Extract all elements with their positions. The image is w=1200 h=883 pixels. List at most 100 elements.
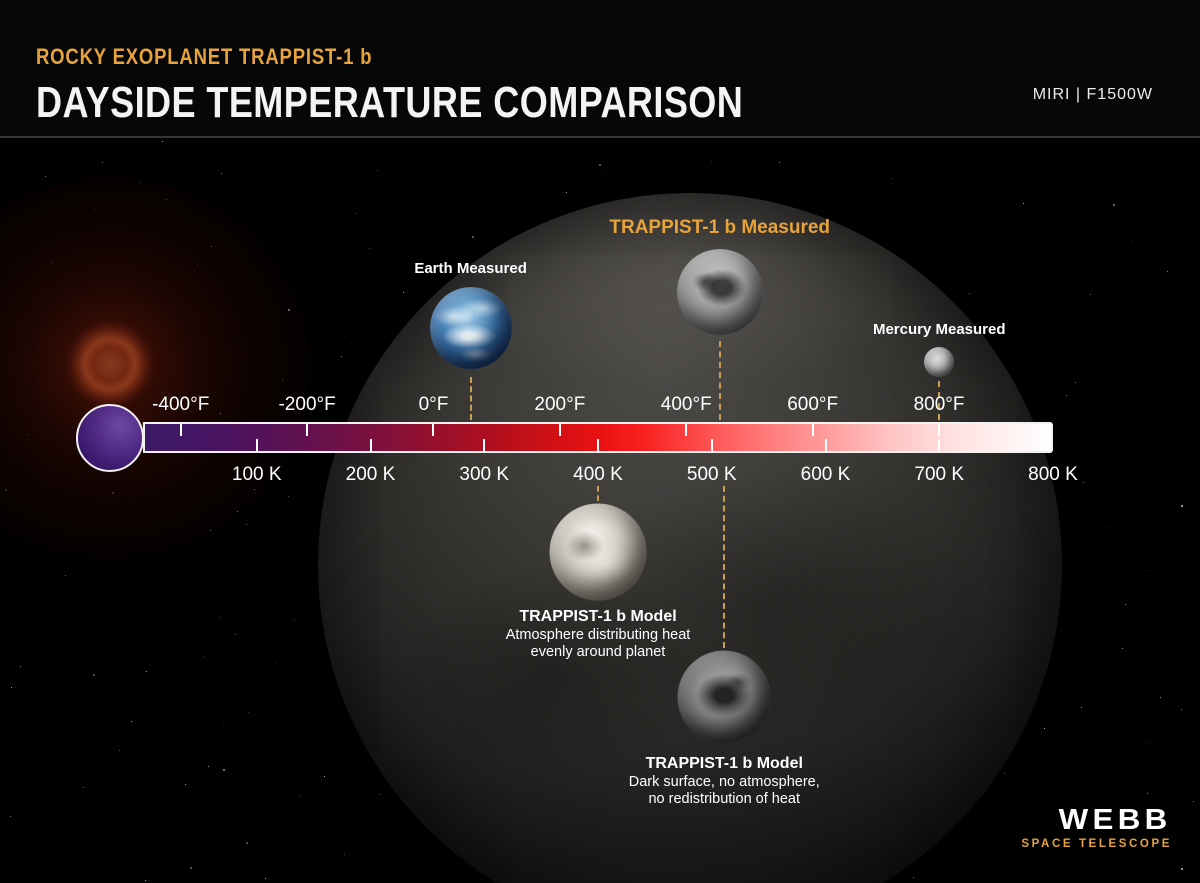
star-dot bbox=[1125, 604, 1127, 606]
earth-measured-text: Earth Measured bbox=[414, 260, 527, 277]
model-atmosphere-desc-2: evenly around planet bbox=[530, 644, 666, 660]
fahrenheit-tick bbox=[179, 424, 182, 436]
kelvin-tick bbox=[369, 439, 372, 451]
star-dot bbox=[44, 176, 46, 178]
star-dot bbox=[1181, 867, 1184, 870]
model-dark-desc-2: no redistribution of heat bbox=[648, 791, 801, 807]
star-dot bbox=[184, 784, 186, 786]
mercury-measured-text: Mercury Measured bbox=[872, 321, 1006, 338]
trappist-measured-dashed-line bbox=[718, 341, 721, 420]
model-atmosphere-dashed-line bbox=[597, 486, 599, 501]
star-dot bbox=[565, 192, 567, 194]
model-dark-dashed-line bbox=[723, 486, 726, 648]
model-dark-title: TRAPPIST-1 b Model bbox=[645, 755, 803, 772]
star-dot bbox=[222, 721, 224, 723]
star-dot bbox=[1159, 696, 1161, 698]
trappist-1b-model-dark-planet-image bbox=[677, 650, 771, 744]
star-dot bbox=[1044, 728, 1046, 730]
header-band: ROCKY EXOPLANET TRAPPIST-1 b DAYSIDE TEM… bbox=[0, 0, 1200, 136]
kelvin-tick-label: 100 K bbox=[231, 464, 282, 485]
trappist-1-star-glow bbox=[0, 178, 310, 558]
fahrenheit-tick bbox=[558, 424, 561, 436]
fahrenheit-tick-label: -200°F bbox=[278, 394, 336, 415]
star-dot bbox=[1089, 293, 1091, 295]
star-dot bbox=[161, 140, 163, 142]
kelvin-tick bbox=[597, 439, 599, 451]
fahrenheit-tick-label: 0°F bbox=[418, 394, 449, 415]
star-dot bbox=[323, 775, 325, 777]
kelvin-tick bbox=[483, 439, 486, 451]
star-dot bbox=[247, 711, 249, 713]
fahrenheit-tick-label: -400°F bbox=[152, 394, 210, 415]
star-dot bbox=[145, 670, 147, 672]
fahrenheit-tick bbox=[811, 424, 814, 436]
fahrenheit-tick bbox=[432, 424, 435, 436]
kelvin-tick-label: 700 K bbox=[914, 464, 965, 485]
star-dot bbox=[1122, 648, 1124, 650]
kelvin-tick bbox=[824, 439, 827, 451]
star-dot bbox=[380, 793, 382, 795]
star-dot bbox=[1004, 773, 1006, 775]
star-dot bbox=[245, 841, 248, 844]
star-dot bbox=[471, 235, 474, 238]
earth-dashed-line bbox=[469, 377, 472, 420]
webb-logo: WEBB SPACE TELESCOPE bbox=[1021, 806, 1172, 851]
star-dot bbox=[235, 634, 237, 636]
star-dot bbox=[144, 879, 146, 881]
model-dark-label-block: TRAPPIST-1 b Model Dark surface, no atmo… bbox=[629, 754, 820, 808]
star-dot bbox=[19, 665, 21, 667]
star-dot bbox=[1192, 801, 1194, 803]
mercury-planet-image bbox=[924, 347, 955, 377]
star-dot bbox=[403, 292, 405, 294]
star-dot bbox=[1147, 793, 1149, 795]
earth-measured-label: Earth Measured bbox=[414, 259, 527, 278]
star-dot bbox=[1130, 240, 1132, 242]
fahrenheit-tick-label: 800°F bbox=[913, 394, 965, 415]
mercury-measured-label: Mercury Measured bbox=[873, 320, 1006, 339]
model-dark-desc-1: Dark surface, no atmosphere, bbox=[628, 774, 820, 790]
fahrenheit-tick-label: 600°F bbox=[787, 394, 839, 415]
webb-logo-tagline: SPACE TELESCOPE bbox=[1021, 838, 1172, 850]
header-divider bbox=[0, 136, 1200, 138]
model-atmosphere-label-block: TRAPPIST-1 b Model Atmosphere distributi… bbox=[506, 607, 691, 661]
star-dot bbox=[1074, 381, 1076, 383]
star-dot bbox=[1022, 203, 1024, 205]
star-dot bbox=[1065, 395, 1067, 397]
model-atmosphere-title: TRAPPIST-1 b Model bbox=[519, 608, 677, 625]
model-atmosphere-desc-1: Atmosphere distributing heat bbox=[505, 627, 691, 643]
fahrenheit-tick bbox=[938, 424, 941, 436]
star-dot bbox=[130, 720, 132, 722]
fahrenheit-tick bbox=[685, 424, 688, 436]
kelvin-tick bbox=[255, 439, 258, 451]
star-dot bbox=[341, 356, 343, 358]
star-dot bbox=[93, 674, 96, 677]
star-dot bbox=[118, 750, 120, 752]
thermometer-bulb bbox=[76, 404, 144, 472]
star-dot bbox=[207, 765, 209, 767]
star-dot bbox=[599, 163, 602, 166]
trappist-1b-measured-planet-image bbox=[676, 249, 763, 335]
star-dot bbox=[912, 876, 914, 878]
star-dot bbox=[294, 619, 296, 621]
kelvin-tick-label: 400 K bbox=[573, 464, 623, 485]
star-dot bbox=[604, 168, 606, 170]
star-dot bbox=[1106, 526, 1108, 528]
star-dot bbox=[892, 177, 894, 179]
fahrenheit-tick-label: 400°F bbox=[660, 394, 712, 415]
kelvin-tick-label: 600 K bbox=[800, 464, 851, 485]
star-dot bbox=[1083, 482, 1085, 484]
star-dot bbox=[101, 162, 103, 164]
kelvin-tick bbox=[938, 439, 941, 451]
instrument-filter-label: MIRI | F1500W bbox=[1032, 86, 1153, 103]
star-dot bbox=[219, 616, 221, 618]
star-dot bbox=[203, 655, 205, 657]
star-dot bbox=[1181, 504, 1184, 507]
star-dot bbox=[245, 523, 247, 525]
star-dot bbox=[1149, 570, 1151, 572]
fahrenheit-tick-label: 200°F bbox=[534, 394, 586, 415]
kelvin-tick-label: 800 K bbox=[1028, 464, 1078, 485]
kelvin-tick-label: 300 K bbox=[459, 464, 510, 485]
star-dot bbox=[1148, 742, 1150, 744]
star-dot bbox=[376, 169, 378, 171]
